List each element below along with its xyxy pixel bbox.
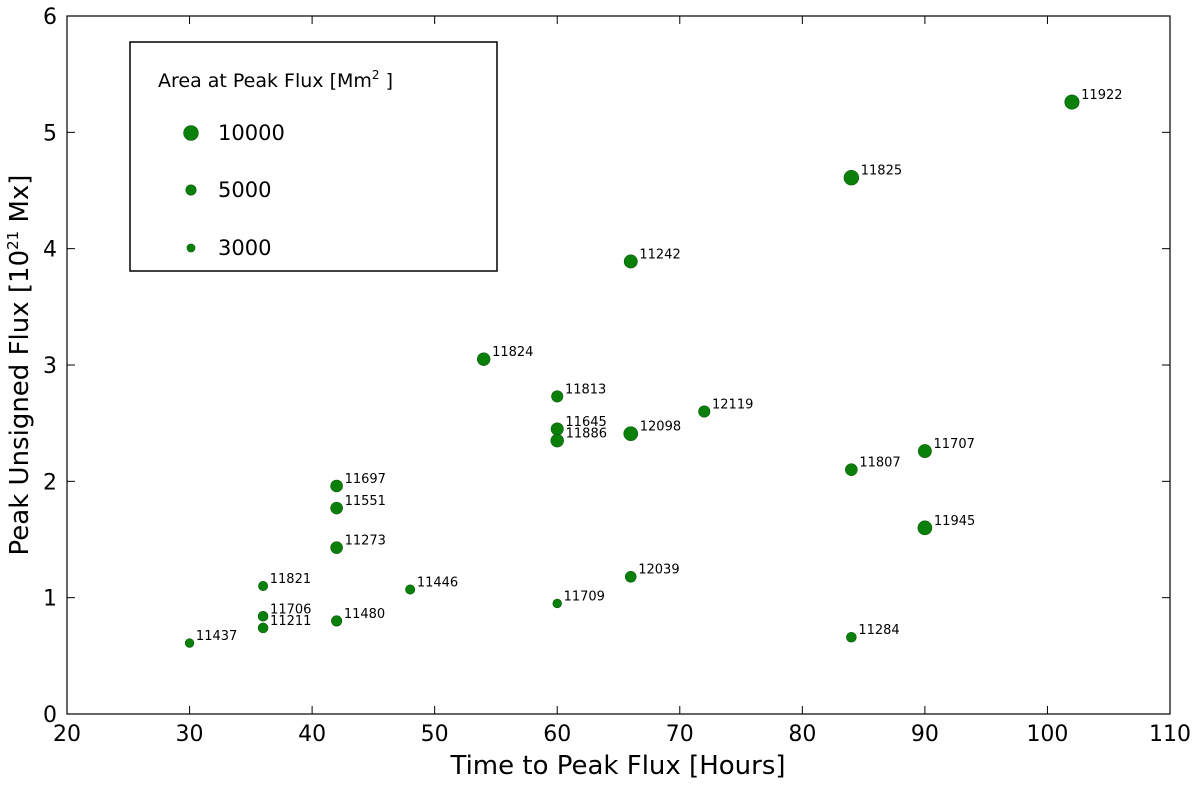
data-point-label-11437: 11437	[196, 629, 237, 644]
y-tick-label: 4	[43, 238, 57, 263]
legend-title-prefix: Area at Peak Flux [Mm	[158, 70, 372, 92]
x-axis-label: Time to Peak Flux [Hours]	[449, 751, 785, 781]
x-tick-label: 80	[788, 722, 816, 747]
legend-label-5000: 5000	[218, 178, 271, 202]
data-point-11446	[405, 584, 416, 595]
data-point-12039	[624, 570, 637, 583]
data-point-label-11273: 11273	[345, 534, 386, 549]
data-point-label-11480: 11480	[344, 607, 385, 622]
y-axis-label-prefix: Peak Unsigned Flux [10	[5, 250, 35, 556]
data-point-label-11813: 11813	[565, 382, 606, 397]
data-point-11211	[257, 622, 269, 634]
data-point-label-11707: 11707	[934, 437, 975, 452]
data-points: 11922 11825 11242 11824 11813 12119 11645 12098…	[184, 88, 1123, 648]
legend-title-exponent: 2	[372, 68, 380, 82]
data-point-label-12098: 12098	[640, 420, 681, 435]
y-tick-label: 1	[43, 587, 57, 612]
data-point-label-12039: 12039	[638, 563, 679, 578]
legend-marker-3000	[186, 243, 196, 253]
data-point-11242	[623, 254, 638, 269]
data-point-11821	[258, 581, 269, 592]
legend-title: Area at Peak Flux [Mm2 ]	[158, 68, 393, 92]
data-point-11707	[917, 444, 932, 459]
legend-title-suffix: ]	[380, 70, 393, 92]
data-point-label-11242: 11242	[639, 247, 680, 262]
data-point-label-11945: 11945	[934, 514, 975, 529]
y-tick-label: 5	[43, 121, 57, 146]
data-point-label-11824: 11824	[492, 345, 533, 360]
data-point-11437	[184, 638, 195, 648]
data-point-label-11825: 11825	[861, 164, 902, 179]
data-point-11706	[257, 611, 269, 622]
data-point-11709	[552, 598, 562, 609]
y-tick-label: 2	[43, 470, 57, 495]
data-point-label-11821: 11821	[270, 572, 311, 587]
legend-label-10000: 10000	[218, 121, 285, 145]
legend-box	[129, 41, 498, 272]
y-tick-label: 6	[43, 5, 57, 30]
data-point-11825	[843, 170, 860, 186]
x-tick-label: 20	[53, 722, 81, 747]
data-point-label-11211: 11211	[270, 614, 311, 629]
data-point-label-11886: 11886	[566, 427, 607, 442]
data-point-11922	[1064, 94, 1080, 110]
data-point-label-12119: 12119	[712, 398, 753, 413]
legend-label-3000: 3000	[218, 236, 271, 260]
data-point-11824	[476, 352, 491, 366]
x-tick-label: 30	[176, 722, 204, 747]
x-tick-label: 90	[911, 722, 939, 747]
data-point-12119	[698, 405, 711, 418]
data-point-label-11706: 11706	[270, 602, 311, 617]
axis-ticks: 20 30 40 50 60 70 80 90 100 110 0 1 2 3 4 5 6	[43, 5, 1191, 747]
x-tick-label: 50	[421, 722, 449, 747]
data-point-label-11551: 11551	[345, 494, 386, 509]
data-point-label-11645: 11645	[565, 415, 606, 430]
data-point-11480	[331, 615, 343, 627]
y-axis-label-exponent: 21	[4, 231, 22, 250]
data-point-label-11922: 11922	[1081, 88, 1122, 103]
data-point-11645	[550, 422, 564, 436]
data-point-11813	[551, 390, 564, 403]
data-point-11284	[846, 631, 857, 643]
x-tick-label: 70	[666, 722, 694, 747]
y-axis-label-suffix: Mx]	[5, 175, 35, 231]
data-point-11807	[845, 463, 858, 476]
x-tick-label: 110	[1149, 722, 1191, 747]
y-tick-label: 0	[43, 703, 57, 728]
y-axis-label: Peak Unsigned Flux [1021 Mx]	[4, 175, 35, 556]
data-point-label-11284: 11284	[858, 623, 899, 638]
data-point-12098	[623, 426, 639, 441]
data-point-label-11446: 11446	[417, 576, 458, 591]
data-point-11551	[330, 501, 343, 515]
data-point-11945	[917, 520, 933, 536]
data-point-label-11709: 11709	[564, 589, 605, 604]
legend-entries: 10000 5000 3000	[183, 121, 285, 260]
x-tick-label: 100	[1026, 722, 1068, 747]
data-point-11273	[330, 541, 343, 554]
legend-marker-10000	[183, 125, 199, 141]
data-point-11886	[550, 433, 564, 448]
x-tick-label: 60	[543, 722, 571, 747]
legend-marker-5000	[185, 184, 197, 196]
data-point-11697	[330, 479, 343, 493]
y-tick-label: 3	[43, 354, 57, 379]
legend: Area at Peak Flux [Mm2 ] 10000 5000 3000	[129, 41, 498, 272]
data-point-label-11807: 11807	[859, 456, 900, 471]
data-point-label-11697: 11697	[345, 472, 386, 487]
x-tick-label: 40	[298, 722, 326, 747]
